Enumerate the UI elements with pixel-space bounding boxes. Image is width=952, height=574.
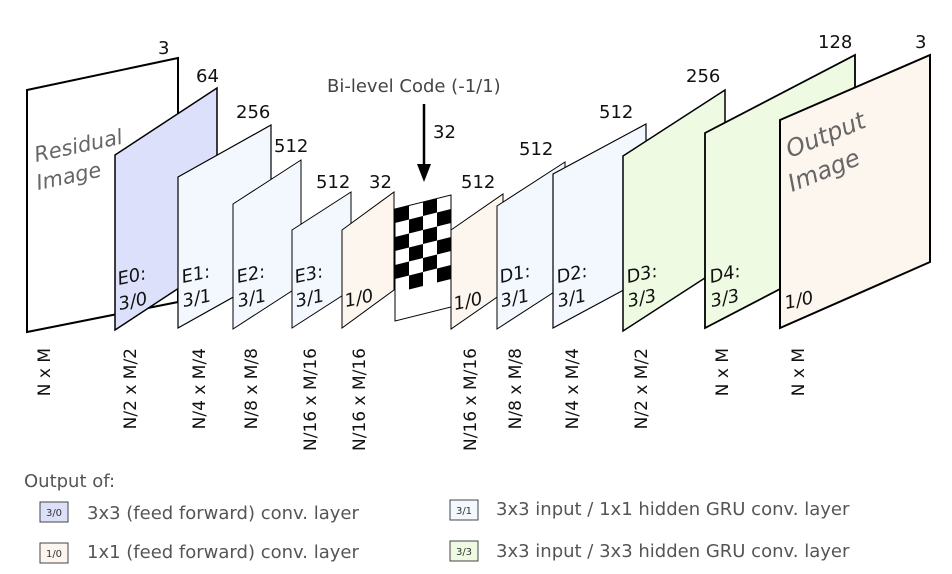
checker-square	[437, 237, 451, 255]
output-plane	[779, 53, 931, 330]
layer-e3: 512 E3: 3/1	[291, 172, 352, 329]
code-channels: 32	[433, 122, 456, 143]
legend-item-text: 3x3 input / 3x3 hidden GRU conv. layer	[496, 541, 850, 562]
legend-item-gru31: 3/1 3x3 input / 1x1 hidden GRU conv. lay…	[449, 499, 850, 521]
layer-bottleneck-kernel: 1/0	[343, 285, 376, 312]
legend-item-ff33: 3/0 3x3 (feed forward) conv. layer	[39, 501, 359, 524]
legend-item-ff11: 1/0 1x1 (feed forward) conv. layer	[39, 542, 359, 564]
checker-square	[409, 216, 423, 234]
checker-square	[423, 226, 437, 244]
legend: Output of: 3/0 3x3 (feed forward) conv. …	[24, 471, 850, 564]
layer-d4-channels: 128	[818, 32, 852, 53]
layer-decoder-1x1: 512 1/0	[450, 172, 504, 330]
code-arrow-head	[417, 164, 431, 182]
checker-square	[409, 244, 423, 262]
checker-square	[423, 254, 437, 272]
layer-bottleneck-1x1: 32 1/0	[341, 172, 395, 329]
input-channels: 3	[158, 38, 169, 59]
dims-e2: N/8 x M/8	[242, 348, 262, 429]
layer-e0-channels: 64	[196, 66, 219, 87]
checker-square	[423, 198, 437, 216]
layer-d1: 512 D1: 3/1	[496, 139, 566, 330]
dims-e1: N/4 x M/4	[190, 348, 210, 429]
dims-input: N x M	[35, 348, 55, 396]
legend-swatch-label: 3/1	[456, 506, 472, 517]
legend-swatch	[39, 542, 69, 564]
checker-square	[437, 265, 451, 283]
legend-swatch	[449, 499, 479, 521]
layer-e1-channels: 256	[236, 102, 270, 123]
legend-swatch	[449, 540, 479, 562]
legend-swatch-label: 3/3	[456, 547, 472, 558]
output-channels: 3	[915, 32, 926, 53]
layer-bottleneck-plane	[341, 191, 395, 329]
dims-d3: N/2 x M/2	[632, 348, 652, 429]
legend-title: Output of:	[24, 471, 115, 492]
layer-d3: 256 D3: 3/3	[622, 66, 726, 333]
legend-item-text: 1x1 (feed forward) conv. layer	[87, 542, 359, 563]
legend-swatch-label: 1/0	[46, 549, 62, 560]
legend-item-text: 3x3 (feed forward) conv. layer	[87, 503, 359, 524]
code-title: Bi-level Code (-1/1)	[327, 76, 501, 97]
dims-bottleneck: N/16 x M/16	[350, 348, 370, 451]
dims-e3: N/16 x M/16	[301, 348, 321, 451]
layer-d3-channels: 256	[686, 66, 720, 87]
checker-square	[395, 233, 409, 251]
layer-e2-channels: 512	[274, 136, 308, 157]
layer-e2: 512 E2: 3/1	[232, 136, 308, 330]
dims-d4: N x M	[713, 348, 733, 396]
output-image-block: 3 Output Image 1/0	[779, 32, 931, 330]
checker-square	[395, 205, 409, 223]
dims-d2: N/4 x M/4	[563, 348, 583, 429]
legend-item-text: 3x3 input / 1x1 hidden GRU conv. layer	[496, 499, 850, 520]
dims-d1: N/8 x M/8	[506, 348, 526, 429]
dims-output: N x M	[789, 348, 809, 396]
layer-bottleneck-channels: 32	[369, 172, 392, 193]
layer-d2-channels: 512	[599, 102, 633, 123]
checker-square	[395, 261, 409, 279]
dimension-labels: N x M N/2 x M/2 N/4 x M/4 N/8 x M/8 N/16…	[35, 348, 809, 451]
checker-square	[437, 209, 451, 227]
legend-item-gru33: 3/3 3x3 input / 3x3 hidden GRU conv. lay…	[449, 540, 850, 562]
layer-decoder-1x1-channels: 512	[461, 172, 495, 193]
layer-decoder-1x1-kernel: 1/0	[452, 288, 485, 315]
legend-swatch	[39, 501, 69, 523]
layer-e3-channels: 512	[316, 172, 350, 193]
legend-swatch-label: 3/0	[46, 508, 62, 519]
layer-d1-channels: 512	[519, 139, 553, 160]
checker-square	[409, 272, 423, 290]
dims-decoder-1x1: N/16 x M/16	[461, 348, 481, 451]
dims-e0: N/2 x M/2	[121, 348, 141, 429]
checkerboard	[394, 194, 452, 322]
